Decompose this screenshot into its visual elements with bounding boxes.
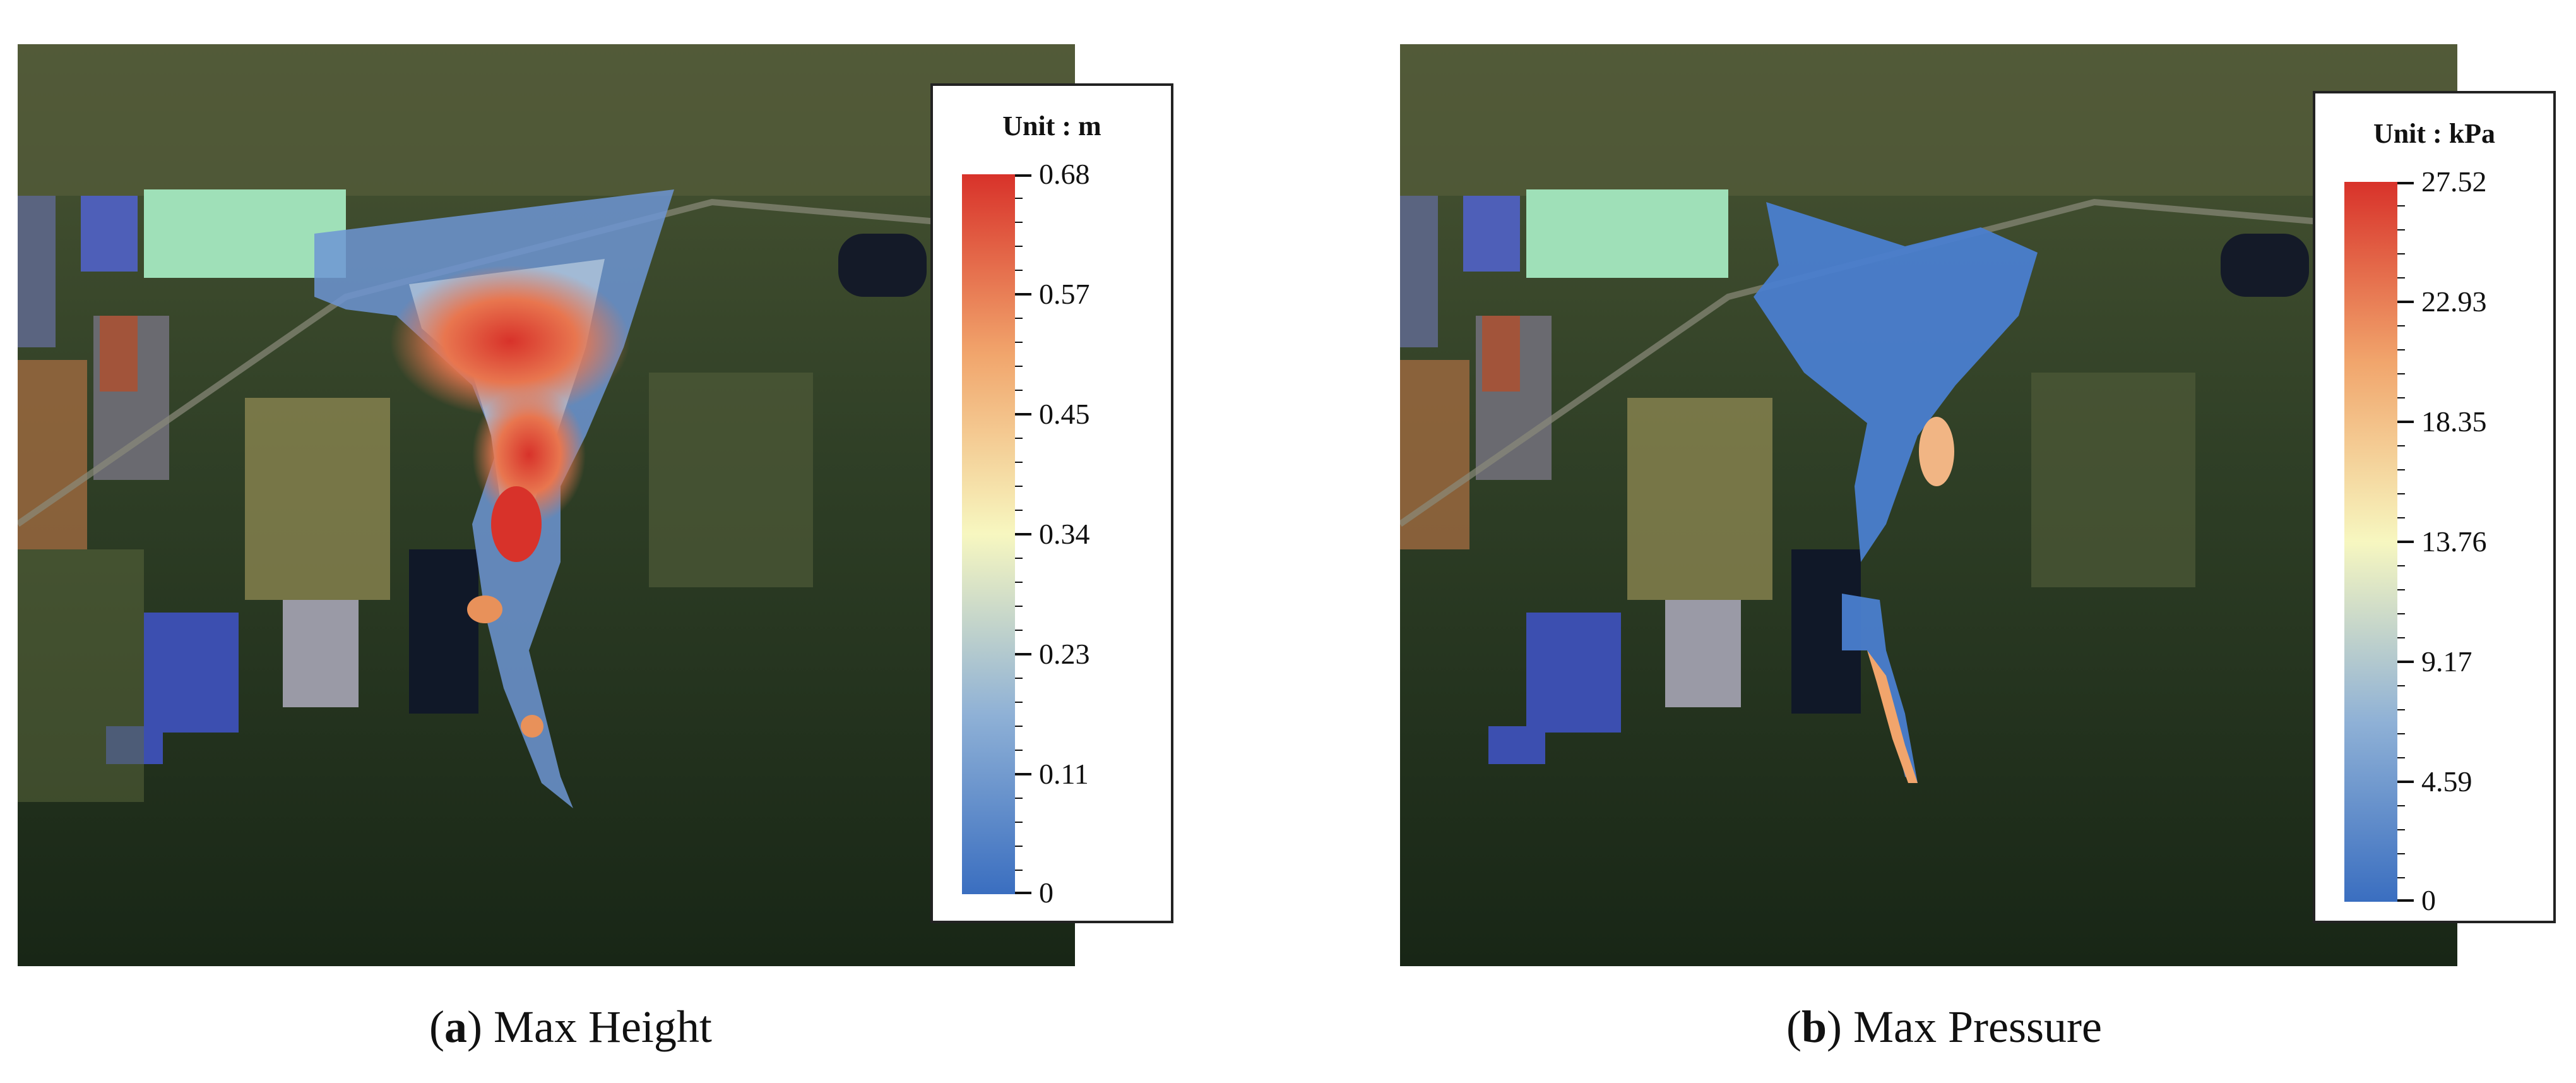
caption-text: Max Pressure <box>1853 1002 2102 1052</box>
map-view-height[interactable] <box>18 44 1075 966</box>
legend-title: Unit : kPa <box>2373 118 2496 149</box>
panel-max-pressure: Unit : kPa 27.52 22.93 18.35 13.76 9.17 <box>1382 0 2576 1083</box>
legend-title: Unit : m <box>1002 111 1101 141</box>
colorbar-legend-height: Unit : m <box>930 83 1173 923</box>
tick-label: 27.52 <box>2421 165 2487 198</box>
caption-letter: a <box>444 1002 467 1052</box>
colorbar <box>2344 182 2397 902</box>
tick-label: 0.23 <box>1039 638 1090 670</box>
caption-text: Max Height <box>493 1002 712 1052</box>
building-roof <box>144 189 346 278</box>
tick-label: 0 <box>1039 877 1054 909</box>
tick-label: 18.35 <box>2421 405 2487 438</box>
caption-b: (b) Max Pressure <box>1786 1002 2102 1052</box>
caption-a: (a) Max Height <box>429 1002 712 1052</box>
tick-label: 4.59 <box>2421 765 2472 798</box>
tick-label: 0.68 <box>1039 158 1090 190</box>
satellite-map-pressure <box>1400 44 2457 966</box>
caption-letter: b <box>1801 1002 1827 1052</box>
tick-label: 0 <box>2421 884 2436 916</box>
panel-max-height: Unit : m <box>0 0 1262 1083</box>
satellite-map-height <box>18 44 1075 966</box>
colorbar-ticks <box>1015 174 1031 894</box>
colorbar-legend-pressure: Unit : kPa 27.52 22.93 18.35 13.76 9.17 <box>2313 91 2556 923</box>
colorbar <box>962 174 1015 894</box>
tick-label: 0.45 <box>1039 398 1090 430</box>
tick-label: 22.93 <box>2421 285 2487 318</box>
tick-label: 13.76 <box>2421 525 2487 558</box>
tick-label: 0.34 <box>1039 518 1090 550</box>
building-roof <box>1526 189 1728 278</box>
map-view-pressure[interactable] <box>1400 44 2457 966</box>
tick-label: 0.11 <box>1039 758 1089 790</box>
colorbar-ticks <box>2397 182 2414 902</box>
tick-label: 9.17 <box>2421 645 2472 678</box>
pressure-extent <box>1754 202 2038 562</box>
tick-label: 0.57 <box>1039 278 1090 310</box>
